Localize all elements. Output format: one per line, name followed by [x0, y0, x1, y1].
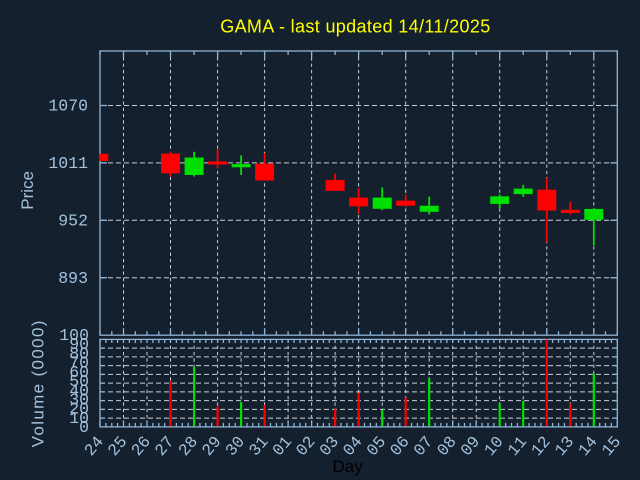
svg-text:952: 952	[58, 212, 88, 231]
svg-text:Price: Price	[18, 171, 37, 210]
svg-text:Volume (0000): Volume (0000)	[29, 319, 48, 447]
svg-text:70: 70	[69, 354, 89, 373]
svg-text:80: 80	[69, 344, 89, 363]
svg-text:60: 60	[69, 363, 89, 382]
svg-text:40: 40	[69, 381, 89, 400]
svg-text:100: 100	[59, 326, 89, 345]
svg-text:10: 10	[69, 409, 89, 428]
svg-text:GAMA - last updated 14/11/2025: GAMA - last updated 14/11/2025	[220, 17, 490, 37]
svg-text:1070: 1070	[48, 97, 88, 116]
svg-text:30: 30	[69, 391, 89, 410]
svg-text:0: 0	[79, 418, 89, 437]
svg-text:893: 893	[58, 269, 88, 288]
svg-text:90: 90	[69, 335, 89, 354]
svg-text:1011: 1011	[48, 154, 88, 173]
svg-text:20: 20	[69, 400, 89, 419]
svg-text:50: 50	[69, 372, 89, 391]
svg-text:Day: Day	[332, 457, 363, 476]
